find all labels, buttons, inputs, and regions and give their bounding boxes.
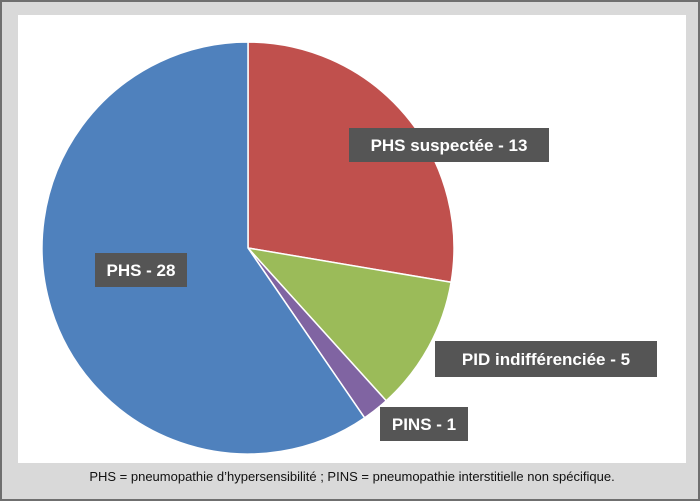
- pie-slice: [247, 41, 455, 284]
- slice-label-box: [435, 341, 657, 377]
- footnote: PHS = pneumopathie d’hypersensibilité ; …: [89, 469, 615, 484]
- slice-label-text: PINS - 1: [392, 415, 456, 434]
- slice-label: PID indifférenciée - 5: [435, 341, 657, 377]
- pie-slice: [41, 41, 366, 455]
- slice-label-text: PHS suspectée - 13: [371, 136, 528, 155]
- slice-label: PINS - 1: [380, 407, 468, 441]
- slice-label-box: [349, 128, 549, 162]
- slice-label-text: PHS - 28: [107, 261, 176, 280]
- pie-slice: [245, 246, 452, 402]
- slice-label-box: [95, 253, 187, 287]
- slice-label: PHS suspectée - 13: [349, 128, 549, 162]
- slice-label: PHS - 28: [95, 253, 187, 287]
- slice-label-box: [380, 407, 468, 441]
- slice-label-text: PID indifférenciée - 5: [462, 350, 630, 369]
